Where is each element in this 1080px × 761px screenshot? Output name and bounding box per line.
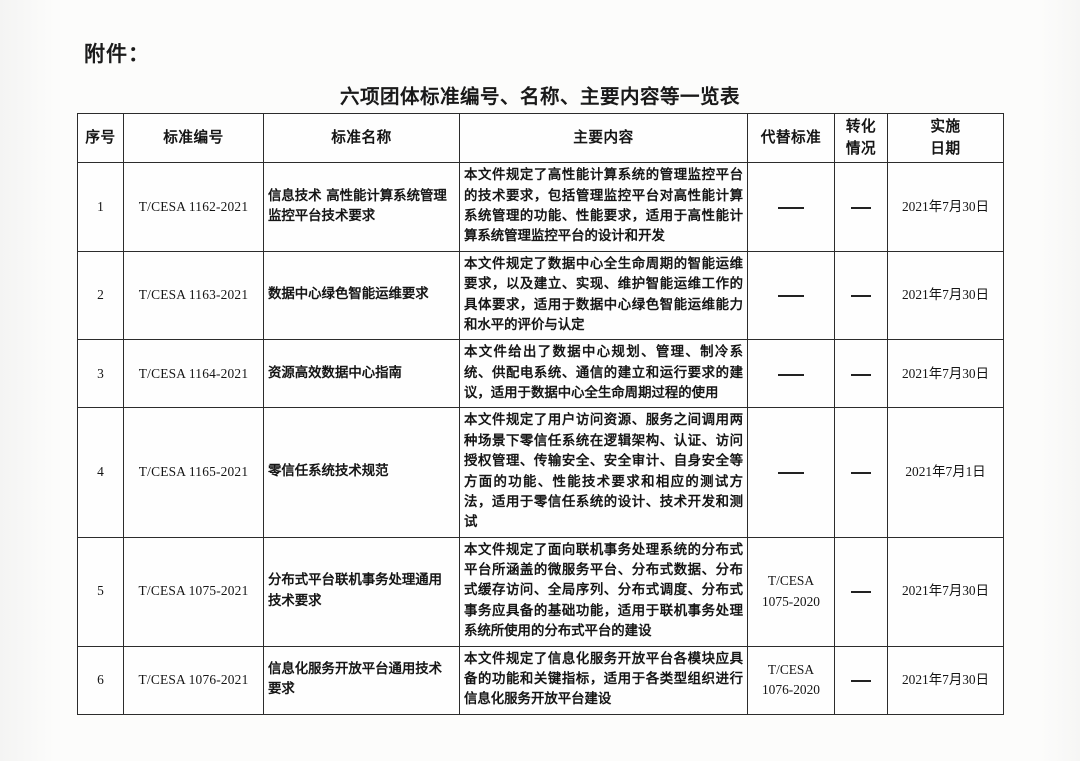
cell-replaced-standard	[747, 407, 835, 538]
cell-sequence-number: 6	[77, 645, 124, 715]
cell-implementation-date: 2021年7月30日	[887, 536, 1004, 647]
standards-table-wrapper: 序号 标准编号 标准名称 主要内容 代替标准 转化 情况 实施 日期 1 T/CE…	[77, 112, 1004, 715]
table-header-row: 序号 标准编号 标准名称 主要内容 代替标准 转化 情况 实施 日期	[77, 112, 1004, 164]
attachment-label: 附件：	[84, 42, 150, 66]
column-header-code: 标准编号	[123, 112, 264, 164]
cell-conversion-status	[834, 407, 888, 538]
cell-conversion-status	[834, 339, 888, 409]
table-row: 1 T/CESA 1162-2021 信息技术 高性能计算系统管理监控平台技术要求本…	[77, 162, 1004, 252]
table-row: 4 T/CESA 1165-2021 零信任系统技术规范 本文件规定了用户访问资源、服…	[77, 407, 1004, 538]
cell-standard-name: 资源高效数据中心指南	[263, 339, 460, 409]
column-header-replaced: 代替标准	[747, 112, 835, 164]
cell-main-content: 本文件规定了用户访问资源、服务之间调用两种场景下零信任系统在逻辑架构、认证、访问…	[459, 407, 748, 538]
conversion-header-line-2: 情况	[845, 140, 877, 158]
date-header-line-2: 日期	[930, 140, 961, 158]
em-dash-placeholder	[851, 373, 871, 376]
cell-sequence-number: 5	[77, 536, 124, 647]
cell-sequence-number: 4	[77, 407, 124, 538]
em-dash-placeholder	[851, 295, 871, 298]
text-line: T/CESA	[767, 573, 815, 589]
column-header-content: 主要内容	[459, 112, 748, 164]
table-body: 1 T/CESA 1162-2021 信息技术 高性能计算系统管理监控平台技术要求本…	[77, 162, 1004, 715]
em-dash-placeholder	[778, 206, 804, 209]
cell-standard-code: T/CESA 1075-2021	[123, 536, 264, 647]
cell-implementation-date: 2021年7月30日	[887, 339, 1004, 409]
cell-main-content: 本文件规定了数据中心全生命周期的智能运维要求，以及建立、实现、维护智能运维工作的…	[459, 250, 748, 341]
em-dash-placeholder	[778, 295, 804, 298]
table-header: 序号 标准编号 标准名称 主要内容 代替标准 转化 情况 实施 日期	[77, 112, 1004, 164]
cell-sequence-number: 1	[77, 162, 124, 252]
table-row: 6 T/CESA 1076-2021 信息化服务开放平台通用技术要求 本文件规定了信息…	[77, 645, 1004, 715]
cell-replaced-standard: T/CESA 1076-2020	[747, 645, 835, 715]
cell-sequence-number: 3	[77, 339, 124, 409]
cell-conversion-status	[834, 250, 888, 341]
cell-implementation-date: 2021年7月30日	[887, 645, 1004, 715]
cell-standard-code: T/CESA 1163-2021	[123, 250, 264, 341]
cell-standard-name: 数据中心绿色智能运维要求	[263, 250, 460, 341]
cell-replaced-standard	[747, 339, 835, 409]
cell-conversion-status	[834, 645, 888, 715]
cell-main-content: 本文件给出了数据中心规划、管理、制冷系统、供配电系统、通信的建立和运行要求的建议…	[459, 339, 748, 409]
cell-replaced-standard	[747, 250, 835, 341]
cell-main-content: 本文件规定了高性能计算系统的管理监控平台的技术要求，包括管理监控平台对高性能计算…	[459, 162, 748, 252]
conversion-header-line-1: 转化	[845, 118, 877, 135]
page-title: 六项团体标准编号、名称、主要内容等一览表	[339, 85, 740, 108]
cell-implementation-date: 2021年7月1日	[887, 407, 1004, 538]
cell-standard-name: 零信任系统技术规范	[263, 407, 460, 538]
cell-standard-name: 信息技术 高性能计算系统管理监控平台技术要求	[263, 162, 460, 252]
column-header-name: 标准名称	[263, 112, 460, 164]
cell-main-content: 本文件规定了信息化服务开放平台各模块应具备的功能和关键指标，适用于各类型组织进行…	[459, 645, 748, 715]
em-dash-placeholder	[778, 373, 804, 376]
cell-standard-name: 信息化服务开放平台通用技术要求	[263, 645, 460, 715]
column-header-no: 序号	[77, 112, 124, 164]
text-line: T/CESA	[767, 661, 815, 677]
cell-replaced-standard	[747, 162, 835, 252]
cell-sequence-number: 2	[77, 250, 124, 341]
column-header-conversion: 转化 情况	[834, 112, 888, 164]
cell-standard-code: T/CESA 1165-2021	[123, 407, 264, 538]
cell-conversion-status	[834, 162, 888, 252]
text-line: 1075-2020	[761, 593, 821, 609]
em-dash-placeholder	[851, 591, 871, 594]
cell-standard-code: T/CESA 1162-2021	[123, 162, 264, 252]
table-row: 3 T/CESA 1164-2021 资源高效数据中心指南 本文件给出了数据中心规划、…	[77, 339, 1004, 409]
table-row: 5 T/CESA 1075-2021 分布式平台联机事务处理通用技术要求 本文件规定了…	[77, 536, 1004, 647]
cell-implementation-date: 2021年7月30日	[887, 250, 1004, 341]
cell-standard-code: T/CESA 1164-2021	[123, 339, 264, 409]
cell-main-content: 本文件规定了面向联机事务处理系统的分布式平台所涵盖的微服务平台、分布式数据、分布…	[459, 536, 748, 647]
cell-conversion-status	[834, 536, 888, 647]
cell-standard-name: 分布式平台联机事务处理通用技术要求	[263, 536, 460, 647]
cell-replaced-standard: T/CESA 1075-2020	[747, 536, 835, 647]
em-dash-placeholder	[851, 206, 871, 209]
column-header-date: 实施 日期	[887, 112, 1004, 164]
standards-table: 序号 标准编号 标准名称 主要内容 代替标准 转化 情况 实施 日期 1 T/CE…	[77, 112, 1004, 715]
cell-standard-code: T/CESA 1076-2021	[123, 645, 264, 715]
table-row: 2 T/CESA 1163-2021 数据中心绿色智能运维要求 本文件规定了数据中心全…	[77, 250, 1004, 341]
em-dash-placeholder	[851, 679, 871, 682]
date-header-line-1: 实施	[930, 118, 961, 135]
em-dash-placeholder	[851, 472, 871, 475]
em-dash-placeholder	[778, 472, 804, 475]
text-line: 1076-2020	[761, 682, 821, 698]
cell-implementation-date: 2021年7月30日	[887, 162, 1004, 252]
